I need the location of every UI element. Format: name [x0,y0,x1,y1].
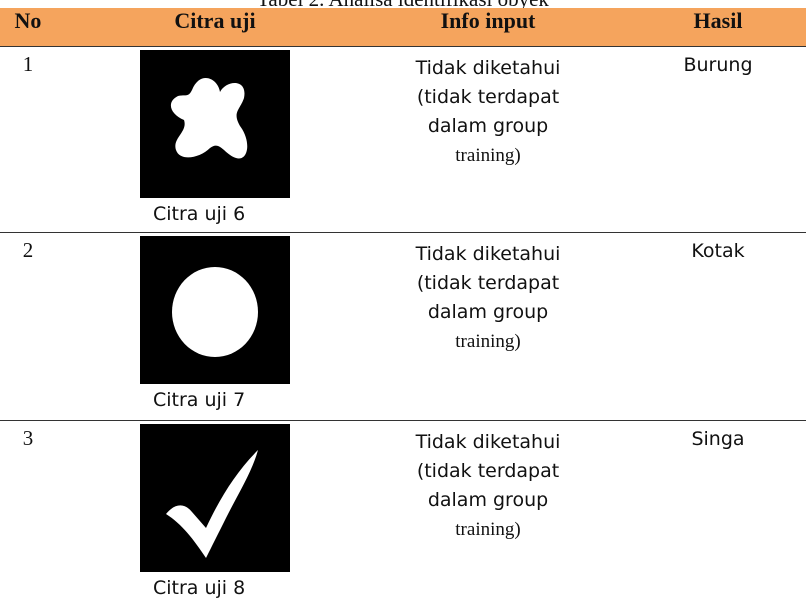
info-text: Tidak diketahui (tidak terdapat dalam grou… [388,54,588,170]
info-line: Tidak diketahui [415,243,561,265]
info-line: training) [455,519,521,540]
result: Singa [691,428,745,450]
test-image [140,50,290,198]
info-line: (tidak terdapat [416,86,560,108]
info-text: Tidak diketahui (tidak terdapat dalam grou… [388,240,588,356]
info-line: Tidak diketahui [415,57,561,79]
info-line: Tidak diketahui [415,431,561,453]
info-line: dalam group [427,115,549,137]
header-bg [0,8,806,47]
info-line: training) [455,145,521,166]
header-cell: Info input [440,8,536,33]
test-image [140,236,290,384]
image-caption: Citra uji 7 [153,389,246,411]
image-caption: Citra uji 8 [153,577,246,599]
header-cell: No [14,8,42,33]
circle-shape [172,267,258,357]
info-line: (tidak terdapat [416,272,560,294]
result: Kotak [691,240,745,262]
row-number: 2 [22,238,34,262]
info-line: dalam group [427,301,549,323]
row-separator [0,420,806,421]
info-text: Tidak diketahui (tidak terdapat dalam grou… [388,428,588,544]
info-line: dalam group [427,489,549,511]
header-cell: Citra uji [174,8,256,33]
info-line: (tidak terdapat [416,460,560,482]
image-caption: Citra uji 6 [153,203,246,225]
row-number: 1 [22,52,34,76]
table-title: Tabel 2. Analisa identifikasi obyek [0,0,806,12]
row-number: 3 [22,426,34,450]
row-separator [0,232,806,233]
info-line: training) [455,331,521,352]
blob-shape [170,77,248,159]
test-image [140,424,290,572]
check-shape [166,450,258,558]
header-cell: Hasil [693,8,743,33]
result: Burung [683,54,753,76]
